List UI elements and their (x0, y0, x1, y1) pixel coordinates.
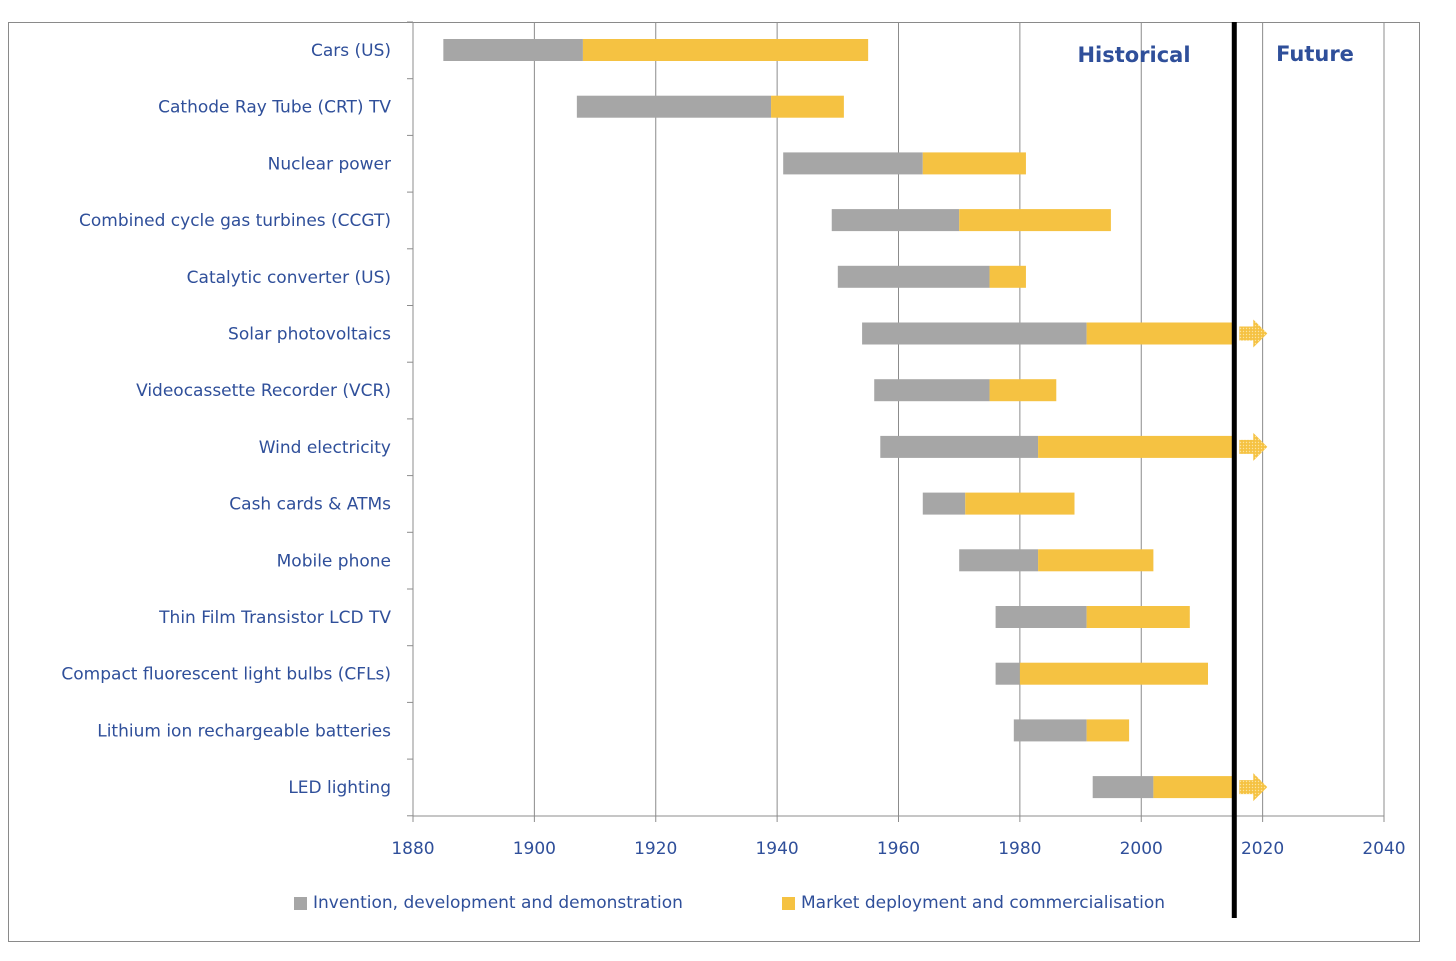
bar-development (959, 549, 1039, 572)
bar-development (880, 435, 1039, 458)
bar-development (576, 95, 772, 118)
future-label: Future (1276, 42, 1354, 66)
bar-market (989, 265, 1026, 288)
category-label: Thin Film Transistor LCD TV (158, 608, 391, 628)
bar-market (771, 95, 844, 118)
bar-market (965, 492, 1075, 515)
historical-label: Historical (1077, 43, 1190, 67)
x-tick-label-1900: 1900 (513, 839, 556, 859)
x-tick-label-2020: 2020 (1241, 839, 1284, 859)
legend-swatch-market (782, 897, 795, 910)
bar-development (831, 209, 960, 232)
x-tick-label-2000: 2000 (1120, 839, 1163, 859)
continuation-arrow-icon (1239, 432, 1268, 461)
category-label: Nuclear power (268, 154, 391, 174)
x-tick-label-1980: 1980 (998, 839, 1041, 859)
legend-label-market: Market deployment and commercialisation (801, 893, 1165, 913)
x-tick-label-1940: 1940 (755, 839, 798, 859)
category-label: Lithium ion rechargeable batteries (97, 721, 391, 741)
legend: Invention, development and demonstration… (294, 893, 1165, 913)
bar-development (1013, 719, 1087, 742)
category-label: Cathode Ray Tube (CRT) TV (158, 98, 391, 118)
category-label: LED lighting (288, 778, 391, 798)
x-tick-label-1880: 1880 (391, 839, 434, 859)
legend-swatch-development (294, 897, 307, 910)
bar-market (1086, 606, 1190, 628)
bar-market (1153, 776, 1233, 799)
category-label: Videocassette Recorder (VCR) (136, 381, 391, 401)
category-label: Cars (US) (311, 41, 391, 61)
category-label: Mobile phone (277, 551, 391, 571)
bar-market (1019, 662, 1209, 685)
category-label: Solar photovoltaics (228, 325, 391, 345)
bar-development (874, 379, 990, 402)
bar-development (443, 39, 583, 61)
bar-development (783, 152, 923, 175)
category-label: Wind electricity (259, 438, 391, 458)
category-label: Catalytic converter (US) (187, 268, 391, 288)
bar-market (1086, 322, 1233, 345)
continuation-arrow-icon (1239, 773, 1268, 802)
category-label: Compact fluorescent light bulbs (CFLs) (61, 665, 391, 685)
x-tick-label-1920: 1920 (634, 839, 677, 859)
x-tick-label-2040: 2040 (1362, 839, 1405, 859)
bar-market (1038, 549, 1154, 572)
bar-market (1038, 435, 1233, 458)
bar-market (989, 379, 1057, 402)
category-label: Cash cards & ATMs (229, 495, 391, 515)
legend-label-development: Invention, development and demonstration (313, 893, 683, 913)
category-label: Combined cycle gas turbines (CCGT) (79, 211, 391, 231)
x-tick-label-1960: 1960 (877, 839, 920, 859)
continuation-arrow-icon (1239, 319, 1268, 348)
bar-development (837, 265, 990, 288)
bar-development (995, 662, 1020, 685)
bar-market (922, 152, 1026, 175)
bar-market (1086, 719, 1130, 742)
chart-frame (8, 22, 1420, 942)
bar-development (995, 606, 1087, 628)
bar-development (862, 322, 1087, 345)
bar-development (1092, 776, 1154, 799)
bar-development (922, 492, 966, 515)
bar-market (959, 209, 1111, 232)
bar-market (582, 39, 869, 61)
